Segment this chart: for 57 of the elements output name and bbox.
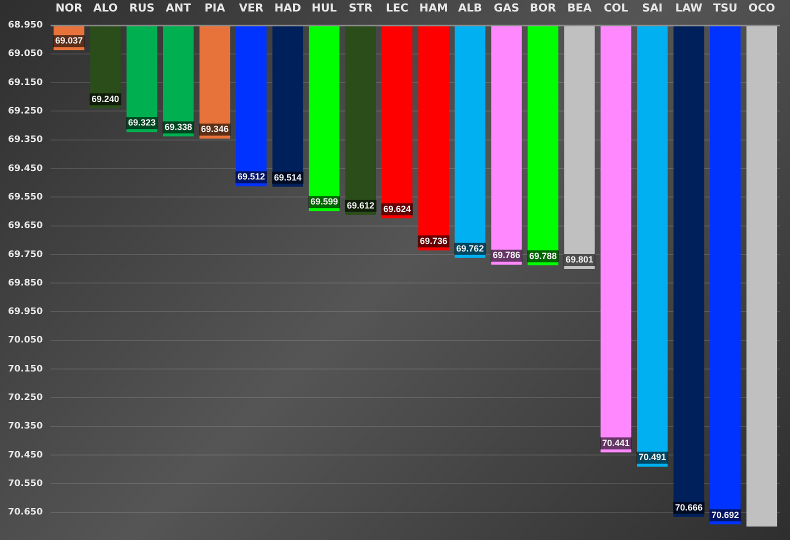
x-tick-label: LEC	[386, 1, 408, 14]
y-tick-label: 69.550	[8, 192, 43, 202]
data-label: 69.240	[92, 94, 120, 104]
y-tick-label: 69.950	[8, 307, 43, 318]
data-label: 70.692	[712, 510, 740, 520]
x-tick-label: HAD	[274, 1, 302, 14]
data-label: 69.514	[274, 172, 302, 182]
x-tick-label: TSU	[713, 1, 738, 14]
y-tick-label: 70.050	[8, 336, 43, 346]
data-label: 70.666	[675, 502, 703, 512]
y-tick-label: 68.950	[8, 20, 43, 31]
y-tick-label: 69.050	[8, 49, 43, 60]
data-label: 69.338	[164, 122, 192, 132]
x-tick-label: BEA	[567, 1, 592, 14]
y-tick-label: 70.550	[8, 478, 43, 489]
data-label: 70.441	[602, 438, 630, 448]
y-tick-label: 69.250	[8, 106, 43, 116]
data-label: 69.037	[55, 36, 83, 46]
y-tick-label: 69.750	[8, 250, 43, 260]
y-tick-label: 69.350	[8, 135, 43, 146]
y-tick-label: 70.250	[8, 393, 43, 404]
data-label: 69.624	[383, 204, 411, 214]
data-label: 69.762	[456, 243, 484, 254]
x-tick-label: HAM	[419, 1, 448, 14]
y-tick-label: 70.150	[8, 364, 43, 374]
data-label: 70.491	[638, 452, 666, 462]
x-tick-label: ALO	[93, 1, 118, 14]
x-tick-label: LAW	[675, 1, 702, 14]
data-label: 69.599	[310, 196, 338, 207]
x-tick-label: ANT	[166, 1, 192, 14]
data-label: 69.788	[529, 250, 557, 261]
x-tick-label: RUS	[129, 1, 155, 14]
y-tick-label: 69.850	[8, 278, 43, 288]
x-tick-label: BOR	[530, 1, 557, 14]
y-tick-label: 70.650	[8, 508, 43, 518]
y-tick-label: 70.450	[8, 450, 43, 460]
y-tick-label: 69.650	[8, 221, 43, 232]
x-tick-label: OCO	[748, 1, 776, 14]
x-tick-label: ALB	[458, 1, 482, 14]
x-tick-label: GAS	[494, 1, 520, 14]
x-tick-label: STR	[348, 1, 374, 14]
x-tick-label: PIA	[204, 1, 226, 14]
x-tick-label: COL	[604, 1, 628, 14]
y-tick-label: 69.150	[8, 78, 43, 88]
data-label: 69.323	[128, 118, 156, 128]
x-tick-label: HUL	[312, 1, 337, 14]
data-label: 69.801	[566, 254, 594, 265]
data-label: 69.612	[346, 200, 374, 210]
x-tick-label: VER	[239, 1, 264, 14]
y-tick-label: 70.350	[8, 422, 43, 432]
data-label: 69.512	[238, 172, 266, 182]
data-label: 69.736	[420, 236, 448, 246]
data-label: 69.346	[201, 124, 229, 134]
data-label: 69.786	[492, 250, 520, 260]
x-tick-label: SAI	[642, 1, 663, 14]
y-tick-label: 69.450	[8, 164, 43, 174]
x-tick-label: NOR	[55, 1, 84, 14]
